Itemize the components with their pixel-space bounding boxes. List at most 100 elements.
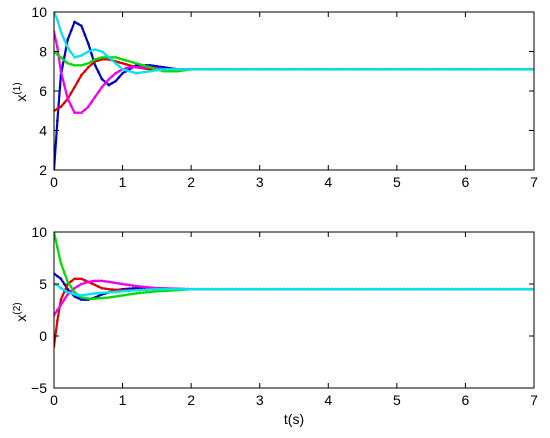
series-point bbox=[433, 287, 436, 291]
series-point bbox=[97, 285, 100, 288]
series-point bbox=[381, 287, 385, 291]
series-point bbox=[83, 33, 87, 36]
series-point bbox=[100, 56, 104, 59]
series-point bbox=[501, 68, 505, 71]
series-point bbox=[296, 68, 299, 71]
series-point bbox=[388, 287, 392, 291]
series-point bbox=[104, 53, 107, 56]
series-point bbox=[117, 294, 121, 298]
series-point bbox=[128, 293, 131, 296]
y-axis-title-bottom: x(2) bbox=[12, 302, 29, 321]
series-point bbox=[217, 287, 220, 291]
series-point bbox=[241, 68, 244, 71]
series-point bbox=[148, 70, 152, 73]
series-point bbox=[467, 68, 471, 71]
series-point bbox=[152, 290, 155, 293]
series-point bbox=[484, 68, 488, 71]
series-point bbox=[327, 68, 330, 71]
series-point bbox=[111, 74, 114, 78]
series-point bbox=[491, 287, 495, 291]
series-point bbox=[220, 68, 224, 71]
series-point bbox=[90, 49, 93, 52]
series-point bbox=[121, 294, 124, 297]
series-markers-5 bbox=[54, 12, 534, 75]
series-point bbox=[155, 290, 159, 293]
series-point bbox=[155, 65, 159, 68]
series-point bbox=[183, 287, 186, 291]
series-point bbox=[453, 68, 457, 71]
series-point bbox=[114, 288, 117, 292]
series-point bbox=[495, 287, 498, 291]
series-point bbox=[138, 63, 141, 66]
x-tick-label: 2 bbox=[187, 174, 195, 190]
series-point bbox=[90, 100, 93, 104]
series-point bbox=[495, 68, 498, 71]
x-tick-label: 0 bbox=[50, 392, 58, 408]
series-point bbox=[56, 308, 59, 312]
series-point bbox=[419, 287, 423, 291]
series-point bbox=[114, 62, 117, 65]
series-point bbox=[69, 292, 73, 295]
series-point bbox=[172, 70, 176, 73]
series-point bbox=[213, 68, 217, 71]
series-point bbox=[66, 293, 69, 296]
series-point bbox=[111, 56, 114, 59]
series-point bbox=[265, 68, 268, 71]
series-point bbox=[248, 68, 251, 71]
x-tick-label: 5 bbox=[393, 392, 401, 408]
x-tick-label: 6 bbox=[462, 174, 470, 190]
series-point bbox=[477, 287, 481, 291]
series-point bbox=[193, 68, 196, 71]
series-point bbox=[525, 287, 529, 291]
series-point bbox=[419, 68, 423, 71]
series-point bbox=[254, 287, 258, 291]
series-point bbox=[224, 68, 227, 71]
series-point bbox=[124, 59, 128, 62]
series-point bbox=[87, 50, 90, 53]
series-point bbox=[131, 292, 135, 296]
series-point bbox=[131, 70, 135, 74]
series-point bbox=[97, 297, 100, 300]
series-point bbox=[268, 68, 272, 71]
plot-area-bottom bbox=[54, 232, 534, 348]
series-point bbox=[87, 62, 90, 65]
series-point bbox=[248, 287, 251, 291]
series-point bbox=[155, 69, 159, 72]
series-point bbox=[141, 70, 145, 74]
series-point bbox=[114, 290, 117, 294]
series-point bbox=[261, 68, 265, 71]
series-point bbox=[128, 60, 131, 63]
x-tick-label: 1 bbox=[119, 174, 127, 190]
series-point bbox=[241, 287, 244, 291]
series-point bbox=[97, 57, 100, 60]
series-point bbox=[477, 68, 481, 71]
series-point bbox=[234, 287, 237, 291]
series-point bbox=[423, 287, 426, 291]
series-point bbox=[234, 68, 237, 71]
series-point bbox=[450, 287, 454, 291]
series-point bbox=[107, 77, 111, 81]
series-point bbox=[385, 68, 388, 71]
series-point bbox=[111, 81, 114, 85]
series-point bbox=[80, 111, 83, 114]
series-point bbox=[66, 46, 69, 49]
series-point bbox=[69, 91, 73, 95]
series-point bbox=[63, 56, 66, 59]
series-point bbox=[327, 287, 330, 291]
series-point bbox=[76, 284, 80, 288]
series-point bbox=[399, 68, 402, 71]
series-point bbox=[244, 68, 248, 71]
series-point bbox=[378, 287, 382, 291]
series-point bbox=[111, 290, 114, 294]
series-point bbox=[104, 287, 107, 291]
series-point bbox=[104, 81, 107, 85]
series-point bbox=[87, 297, 90, 300]
series-point bbox=[344, 68, 347, 71]
series-point bbox=[220, 287, 224, 291]
series-point bbox=[80, 24, 83, 28]
series-point bbox=[347, 68, 351, 71]
series-point bbox=[114, 71, 117, 75]
series-markers-5 bbox=[54, 282, 534, 297]
series-point bbox=[471, 68, 474, 71]
series-point bbox=[83, 281, 87, 285]
